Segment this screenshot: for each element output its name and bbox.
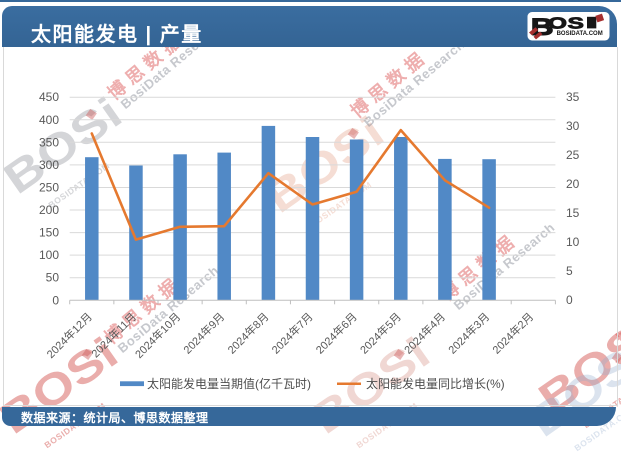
svg-text:35: 35 — [566, 90, 580, 104]
svg-text:2024年3月: 2024年3月 — [445, 310, 492, 357]
svg-text:2024年12月: 2024年12月 — [44, 310, 95, 361]
svg-text:0: 0 — [52, 293, 59, 307]
svg-text:2024年2月: 2024年2月 — [489, 310, 536, 357]
svg-text:350: 350 — [39, 135, 59, 149]
svg-text:0: 0 — [566, 293, 573, 307]
svg-text:B: B — [531, 13, 554, 39]
svg-text:150: 150 — [39, 226, 59, 240]
svg-text:2024年5月: 2024年5月 — [357, 310, 404, 357]
svg-text:300: 300 — [39, 158, 59, 172]
svg-text:15: 15 — [566, 206, 580, 220]
svg-text:2024年9月: 2024年9月 — [180, 310, 227, 357]
svg-text:20: 20 — [566, 177, 580, 191]
svg-text:200: 200 — [39, 203, 59, 217]
svg-text:太阳能发电量同比增长(%): 太阳能发电量同比增长(%) — [366, 376, 505, 391]
svg-text:OS: OS — [548, 14, 585, 32]
svg-text:5: 5 — [566, 264, 573, 278]
svg-text:2024年11月: 2024年11月 — [88, 310, 139, 361]
svg-text:2024年8月: 2024年8月 — [224, 310, 271, 357]
svg-text:25: 25 — [566, 148, 580, 162]
svg-text:2024年10月: 2024年10月 — [132, 310, 183, 361]
svg-text:2024年4月: 2024年4月 — [401, 310, 448, 357]
svg-text:450: 450 — [39, 90, 59, 104]
svg-text:2024年7月: 2024年7月 — [269, 310, 316, 357]
svg-text:250: 250 — [39, 181, 59, 195]
svg-text:400: 400 — [39, 113, 59, 127]
svg-text:BOSIDATA.COM: BOSIDATA.COM — [557, 31, 603, 37]
svg-text:50: 50 — [46, 271, 60, 285]
svg-text:10: 10 — [566, 235, 580, 249]
svg-text:2024年6月: 2024年6月 — [313, 310, 360, 357]
svg-text:100: 100 — [39, 248, 59, 262]
svg-text:太阳能发电量当期值(亿千瓦时): 太阳能发电量当期值(亿千瓦时) — [147, 376, 311, 391]
svg-text:30: 30 — [566, 119, 580, 133]
